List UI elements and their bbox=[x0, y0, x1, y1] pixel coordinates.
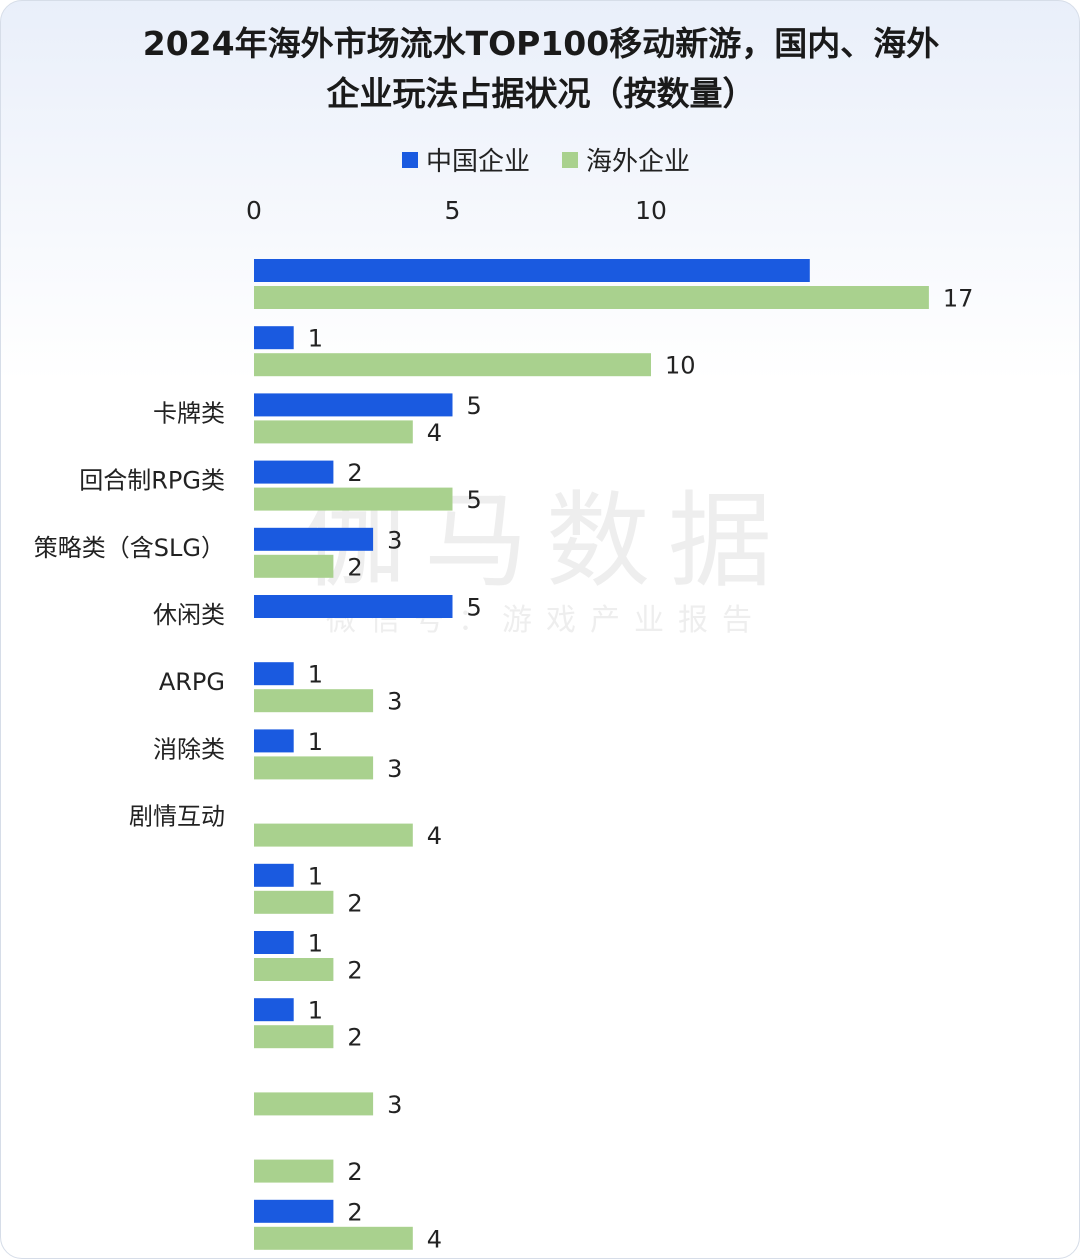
bar-chinese-companies bbox=[254, 729, 294, 753]
data-label: 5 bbox=[467, 594, 482, 622]
data-label: 2 bbox=[347, 1158, 362, 1186]
bar-chinese-companies bbox=[254, 931, 294, 954]
bar-overseas-companies bbox=[254, 1159, 334, 1183]
x-tick-label: 0 bbox=[246, 196, 262, 225]
bar-overseas-companies bbox=[254, 554, 334, 578]
category-label: 剧情互动 bbox=[129, 803, 225, 831]
bar-overseas-companies bbox=[254, 487, 453, 511]
category-label: 回合制RPG类 bbox=[79, 467, 225, 495]
legend-item-chinese-companies: 中国企业 bbox=[401, 141, 530, 178]
x-tick-label: 10 bbox=[635, 196, 667, 225]
bar-overseas-companies bbox=[254, 1226, 413, 1250]
data-label: 17 bbox=[943, 285, 974, 313]
data-label: 1 bbox=[308, 862, 323, 890]
legend-label: 中国企业 bbox=[425, 147, 530, 177]
legend-swatch-green bbox=[562, 151, 578, 168]
bar-overseas-companies bbox=[254, 286, 929, 309]
data-label: 5 bbox=[467, 486, 482, 514]
data-label: 2 bbox=[347, 889, 362, 917]
data-label: 10 bbox=[665, 352, 696, 380]
bar-chinese-companies bbox=[254, 259, 810, 282]
bar-overseas-companies bbox=[254, 1025, 334, 1049]
legend-label: 海外企业 bbox=[586, 147, 691, 177]
data-label: 1 bbox=[308, 728, 323, 756]
chart-title-line-1: 2024年海外市场流水TOP100移动新游，国内、海外 bbox=[142, 24, 940, 63]
data-label: 3 bbox=[387, 755, 402, 783]
data-label: 1 bbox=[308, 325, 323, 353]
data-label: 2 bbox=[347, 1024, 362, 1052]
data-label: 4 bbox=[427, 822, 442, 850]
data-label: 4 bbox=[427, 1225, 442, 1253]
data-label: 3 bbox=[387, 688, 402, 716]
category-label: 消除类 bbox=[153, 735, 225, 763]
x-tick-label: 5 bbox=[445, 196, 461, 225]
bar-overseas-companies bbox=[254, 756, 374, 780]
bar-overseas-companies bbox=[254, 1092, 374, 1116]
bar-chinese-companies bbox=[254, 863, 294, 887]
data-label: 1 bbox=[308, 661, 323, 689]
data-label: 3 bbox=[387, 1091, 402, 1119]
bar-overseas-companies bbox=[254, 689, 374, 713]
legend-item-overseas-companies: 海外企业 bbox=[562, 141, 690, 178]
bar-chinese-companies bbox=[254, 527, 374, 551]
data-label: 3 bbox=[387, 526, 402, 554]
bar-chinese-companies bbox=[254, 326, 294, 350]
bar-overseas-companies bbox=[254, 353, 651, 377]
data-label: 2 bbox=[347, 459, 362, 487]
data-label: 1 bbox=[308, 997, 323, 1025]
bar-chinese-companies bbox=[254, 460, 334, 484]
category-label: ARPG bbox=[159, 668, 225, 696]
data-label: 2 bbox=[347, 553, 362, 581]
bar-chinese-companies bbox=[254, 595, 453, 618]
category-label: 休闲类 bbox=[153, 601, 225, 629]
category-label: 策略类（含SLG） bbox=[34, 534, 225, 562]
category-label: 卡牌类 bbox=[153, 399, 225, 427]
bar-overseas-companies bbox=[254, 420, 413, 444]
chart-title-line-2: 企业玩法占据状况（按数量） bbox=[326, 74, 756, 113]
bar-overseas-companies bbox=[254, 823, 413, 847]
chart-title: 2024年海外市场流水TOP100移动新游，国内、海外 企业玩法占据状况（按数量… bbox=[41, 19, 1041, 119]
data-label: 2 bbox=[347, 1198, 362, 1226]
legend-swatch-blue bbox=[401, 151, 418, 168]
bar-chinese-companies bbox=[254, 662, 294, 686]
bar-chinese-companies bbox=[254, 393, 453, 417]
bar-chinese-companies bbox=[254, 998, 294, 1022]
data-label: 2 bbox=[347, 957, 362, 985]
bar-overseas-companies bbox=[254, 890, 334, 914]
bar-chinese-companies bbox=[254, 1199, 334, 1223]
chart-legend: 中国企业 海外企业 bbox=[1, 141, 1079, 178]
bar-overseas-companies bbox=[254, 958, 334, 981]
data-label: 4 bbox=[427, 419, 442, 447]
data-label: 1 bbox=[308, 930, 323, 958]
data-label: 5 bbox=[467, 392, 482, 420]
